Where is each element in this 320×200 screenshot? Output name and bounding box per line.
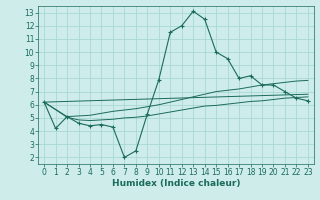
X-axis label: Humidex (Indice chaleur): Humidex (Indice chaleur) [112, 179, 240, 188]
